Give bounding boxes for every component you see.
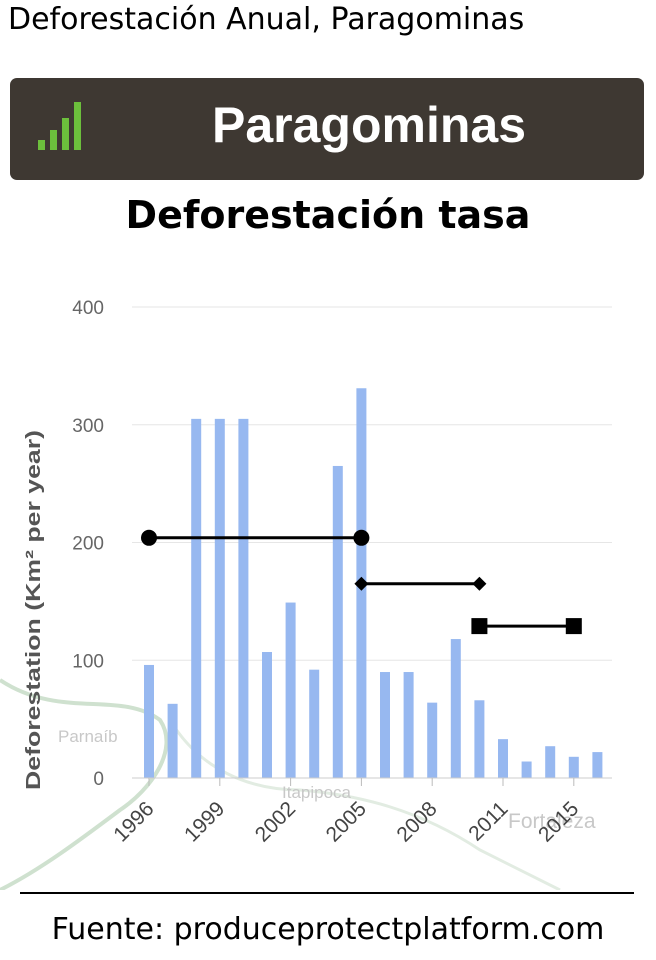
bar — [238, 418, 249, 778]
bar — [144, 664, 154, 778]
map-label: Parnaíb — [58, 727, 118, 746]
y-tick-label: 0 — [93, 769, 104, 790]
circle-marker — [353, 529, 370, 546]
bar — [521, 761, 532, 778]
chart-title: Deforestación tasa — [125, 193, 531, 237]
bar — [568, 756, 579, 778]
map-label: Fortaleza — [508, 810, 596, 833]
y-tick-label: 200 — [72, 534, 104, 555]
map-coastline — [0, 678, 169, 890]
bar — [403, 672, 414, 778]
x-tick-label: 2011 — [464, 797, 512, 845]
bar — [380, 672, 390, 778]
circle-marker — [141, 529, 157, 546]
bar — [592, 752, 603, 778]
source-credit: Fuente: produceprotectplatform.com — [51, 912, 605, 947]
bar — [332, 465, 343, 778]
square-marker — [471, 618, 488, 635]
page-heading: Deforestación Anual, Paragominas — [8, 2, 525, 37]
bar — [285, 602, 296, 778]
square-marker — [565, 618, 582, 635]
map-river — [168, 719, 561, 890]
diamond-marker — [354, 576, 369, 591]
y-tick-label: 400 — [72, 298, 104, 319]
bar — [167, 703, 178, 778]
bar — [191, 418, 202, 778]
y-tick-label: 100 — [72, 651, 104, 672]
diamond-marker — [472, 576, 487, 591]
map-label: Itapipoca — [282, 783, 352, 802]
x-tick-label: 1996 — [109, 797, 158, 846]
bar — [498, 739, 508, 778]
x-tick-label: 2002 — [251, 797, 300, 846]
x-tick-label: 1999 — [180, 797, 229, 846]
bar — [214, 418, 225, 778]
y-axis-label: Deforestation (Km² per year) — [23, 430, 45, 790]
divider — [20, 892, 634, 894]
deforestation-bar-chart: Parnaíb Itapipoca Fortaleza 0 100 200 300 400 De… — [0, 298, 612, 890]
banner — [10, 78, 644, 180]
bar — [450, 639, 461, 778]
bar — [545, 746, 556, 778]
signal-bars-icon — [38, 102, 81, 150]
x-tick-label: 2008 — [392, 797, 441, 846]
bar — [474, 700, 485, 778]
banner-title: Paragominas — [212, 97, 527, 153]
y-tick-label: 300 — [72, 416, 104, 437]
bar — [309, 669, 320, 778]
bar — [262, 652, 272, 778]
bar — [427, 702, 438, 778]
x-tick-label: 2005 — [322, 797, 371, 846]
